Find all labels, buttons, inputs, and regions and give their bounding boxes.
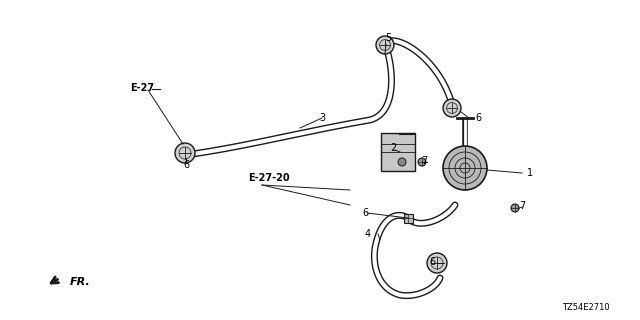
Text: 6: 6 [475, 113, 481, 123]
Text: E-27: E-27 [130, 83, 154, 93]
Text: 6: 6 [183, 160, 189, 170]
Text: 7: 7 [421, 156, 427, 166]
FancyBboxPatch shape [381, 133, 415, 171]
FancyBboxPatch shape [403, 213, 413, 222]
Circle shape [443, 146, 487, 190]
Circle shape [175, 143, 195, 163]
Circle shape [443, 99, 461, 117]
Circle shape [418, 158, 426, 166]
Text: 4: 4 [365, 229, 371, 239]
Text: E-27-20: E-27-20 [248, 173, 290, 183]
Text: FR.: FR. [70, 277, 91, 287]
Text: 3: 3 [319, 113, 325, 123]
Circle shape [427, 253, 447, 273]
Text: TZ54E2710: TZ54E2710 [562, 303, 610, 313]
Text: 6: 6 [429, 257, 435, 267]
Circle shape [376, 36, 394, 54]
Text: 2: 2 [390, 143, 396, 153]
Circle shape [511, 204, 519, 212]
Text: 7: 7 [519, 201, 525, 211]
Text: 6: 6 [362, 208, 368, 218]
Text: 5: 5 [385, 33, 391, 43]
Text: 1: 1 [527, 168, 533, 178]
Circle shape [398, 158, 406, 166]
